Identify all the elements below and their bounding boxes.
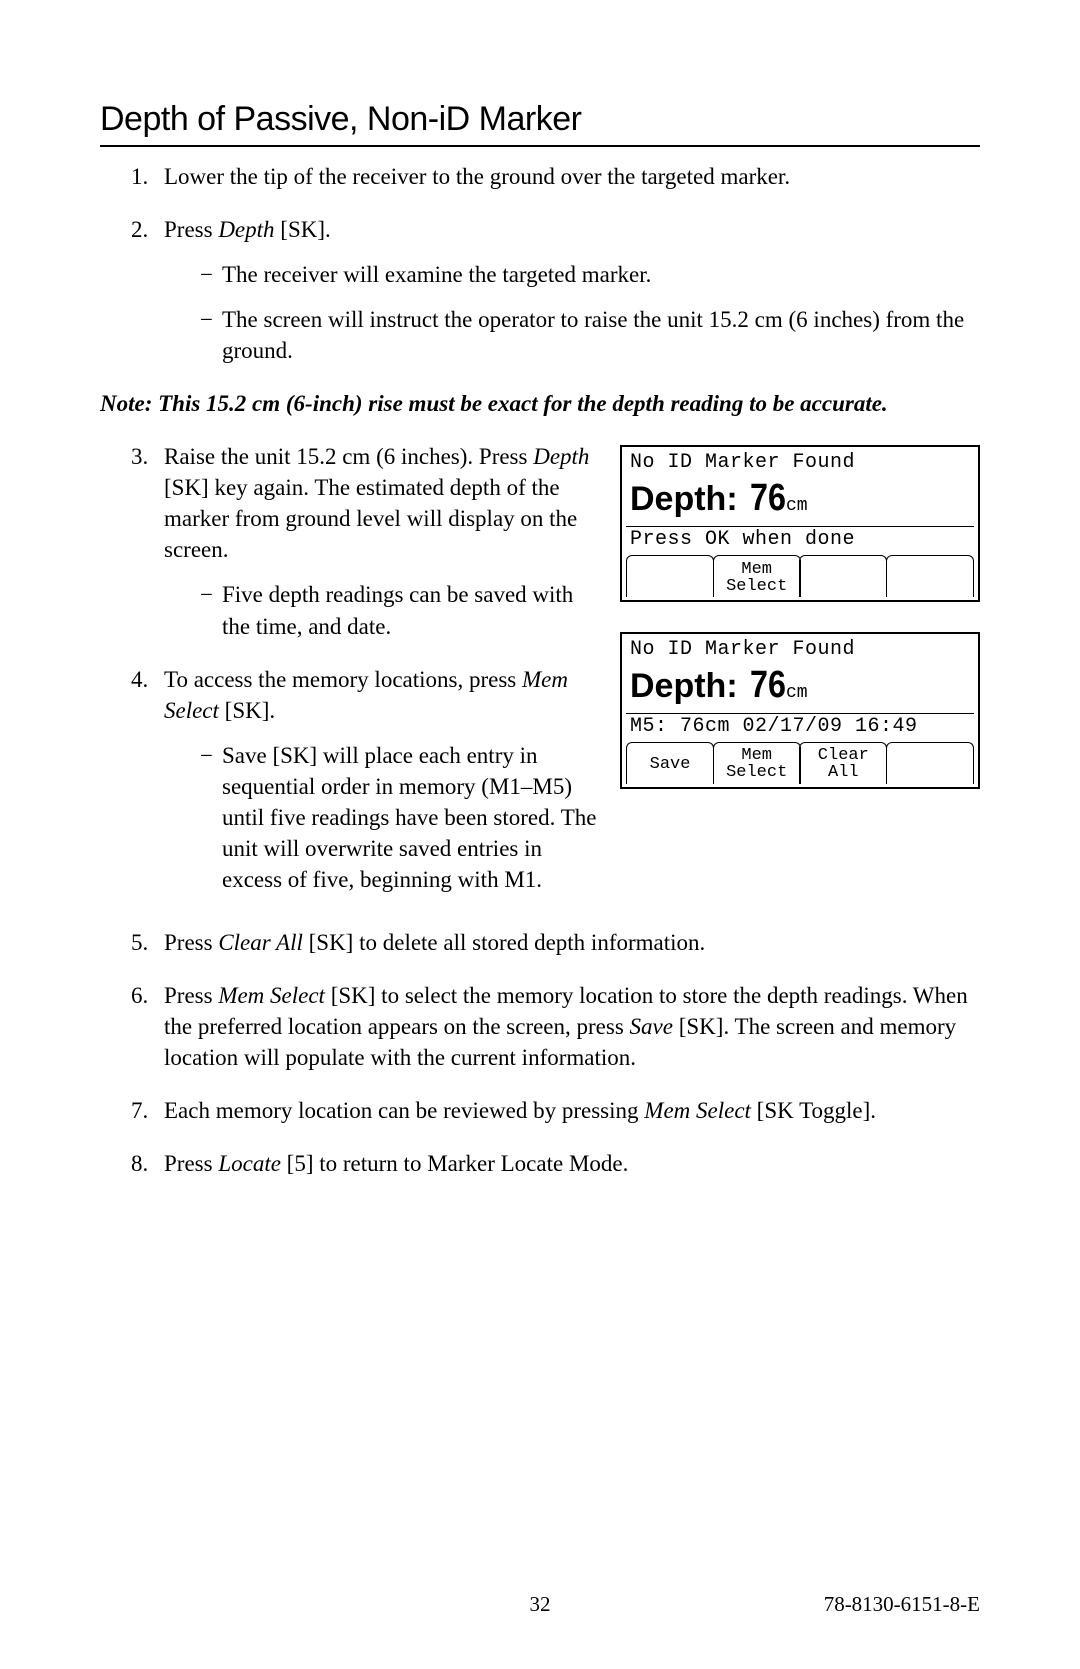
step-4a: Save [SK] will place each entry in seque… xyxy=(200,740,602,895)
lcd2-depth: Depth: 76cm xyxy=(626,663,974,713)
step-3-4-row: Raise the unit 15.2 cm (6 inches). Press… xyxy=(100,441,980,917)
lcd1-depth-label: Depth: xyxy=(630,480,738,518)
step-4: To access the memory locations, press Me… xyxy=(154,664,602,895)
content: Lower the tip of the receiver to the gro… xyxy=(100,161,980,1179)
lcd2-sk4[interactable] xyxy=(886,742,974,784)
section-title: Depth of Passive, Non-iD Marker xyxy=(100,100,980,147)
step-4-text: To access the memory locations, press Me… xyxy=(164,667,568,723)
step-2-text: Press Depth [SK]. xyxy=(164,217,331,242)
lcd2-line1: No ID Marker Found xyxy=(626,637,974,663)
step-2a: The receiver will examine the targeted m… xyxy=(200,259,980,290)
lcd1-depth-unit: cm xyxy=(786,496,808,516)
lcd1-line1: No ID Marker Found xyxy=(626,450,974,476)
step-5: Press Clear All [SK] to delete all store… xyxy=(154,927,980,958)
lcd1-depth-value: 76 xyxy=(750,478,786,520)
lcd2-softkeys: Save Mem Select Clear All xyxy=(626,742,974,784)
lcd1-depth: Depth: 76cm xyxy=(626,476,974,526)
lcd2-sk1-save[interactable]: Save xyxy=(626,742,714,784)
lcd2-status: M5: 76cm 02/17/09 16:49 xyxy=(626,713,974,740)
lcd2-depth-unit: cm xyxy=(786,683,808,703)
step-1: Lower the tip of the receiver to the gro… xyxy=(154,161,980,192)
lcd2-depth-value: 76 xyxy=(750,665,786,707)
lcd-screen-1: No ID Marker Found Depth: 76cm Press OK … xyxy=(620,445,980,602)
lcd1-sk3[interactable] xyxy=(799,555,887,597)
step-3-text: Raise the unit 15.2 cm (6 inches). Press… xyxy=(164,444,589,562)
step-2b: The screen will instruct the operator to… xyxy=(200,304,980,366)
note: Note: This 15.2 cm (6-inch) rise must be… xyxy=(100,388,980,419)
footer: 32 78-8130-6151-8-E xyxy=(100,1592,980,1617)
lcd2-sk2-mem-select[interactable]: Mem Select xyxy=(713,742,801,784)
step-6: Press Mem Select [SK] to select the memo… xyxy=(154,980,980,1073)
step-3: Raise the unit 15.2 cm (6 inches). Press… xyxy=(154,441,602,641)
lcd1-sk2-mem-select[interactable]: Mem Select xyxy=(713,555,801,597)
lcd-screens: No ID Marker Found Depth: 76cm Press OK … xyxy=(620,445,980,789)
lcd1-sk4[interactable] xyxy=(886,555,974,597)
step-7: Each memory location can be reviewed by … xyxy=(154,1095,980,1126)
step-8: Press Locate [5] to return to Marker Loc… xyxy=(154,1148,980,1179)
lcd1-sk1[interactable] xyxy=(626,555,714,597)
page-number: 32 xyxy=(100,1592,980,1617)
page: Depth of Passive, Non-iD Marker Lower th… xyxy=(0,0,1080,1669)
step-3a: Five depth readings can be saved with th… xyxy=(200,579,602,641)
step-1-text: Lower the tip of the receiver to the gro… xyxy=(164,164,790,189)
lcd1-status: Press OK when done xyxy=(626,526,974,553)
lcd2-depth-label: Depth: xyxy=(630,667,738,705)
lcd2-sk3-clear-all[interactable]: Clear All xyxy=(799,742,887,784)
step-2: Press Depth [SK]. The receiver will exam… xyxy=(154,214,980,366)
lcd1-softkeys: Mem Select xyxy=(626,555,974,597)
lcd-screen-2: No ID Marker Found Depth: 76cm M5: 76cm … xyxy=(620,632,980,789)
